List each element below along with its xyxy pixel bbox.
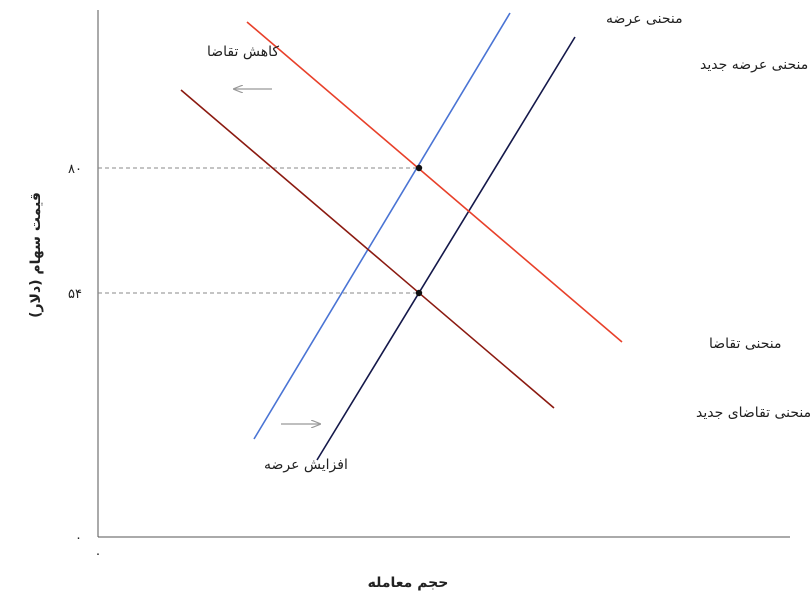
demand-curve-label: منحنی تقاضا (709, 336, 782, 352)
demand-decrease-label: کاهش تقاضا (207, 44, 279, 60)
x-tick-0: ۰ (95, 547, 102, 562)
new-supply-curve (316, 36, 576, 461)
supply-curve (253, 12, 511, 440)
y-axis-title: قیمت سهام (دلار) (28, 192, 44, 318)
x-axis-title: حجم معامله (368, 575, 449, 591)
y-tick-0: ۰ (75, 531, 82, 546)
new-demand-curve (180, 89, 555, 409)
equilibrium-point-original (415, 164, 423, 172)
y-tick-54: ۵۴ (68, 287, 82, 302)
new-supply-curve-label: منحنی عرضه جدید (700, 57, 808, 73)
new-demand-curve-label: منحنی تقاضای جدید (696, 405, 810, 421)
supply-curve-label: منحنی عرضه (606, 11, 683, 27)
y-tick-80: ۸۰ (68, 162, 82, 177)
supply-increase-label: افزایش عرضه (264, 457, 348, 473)
equilibrium-point-new (415, 289, 423, 297)
demand-curve (246, 21, 623, 343)
